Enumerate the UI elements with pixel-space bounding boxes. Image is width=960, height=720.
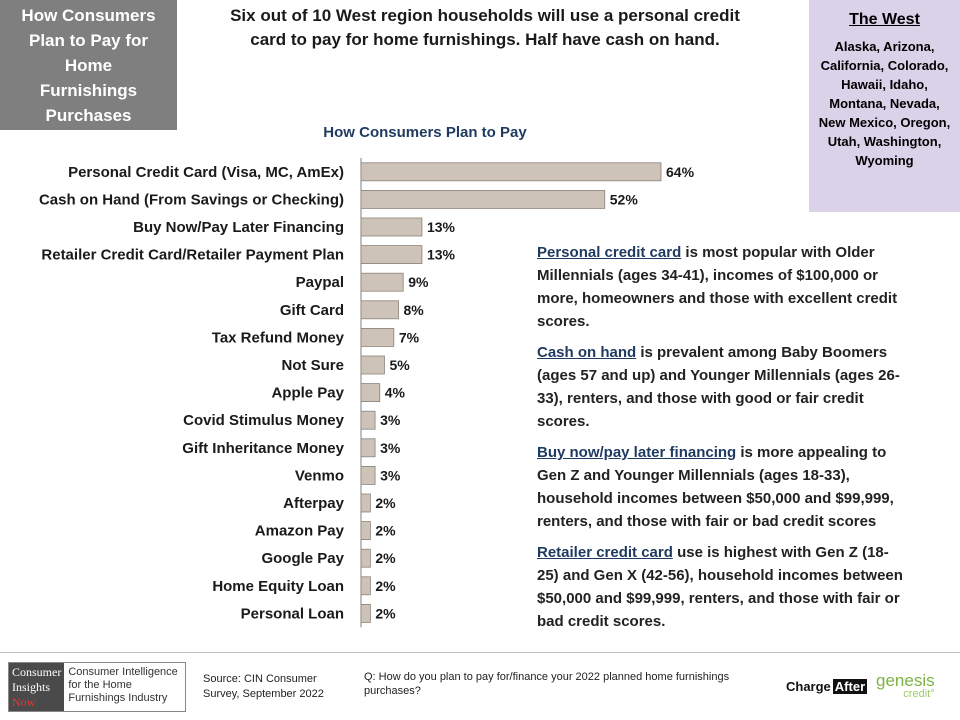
category-label: Afterpay [283, 495, 345, 512]
category-label: Covid Stimulus Money [183, 412, 345, 429]
data-label: 2% [375, 605, 396, 621]
bar [360, 272, 404, 292]
region-states: Alaska, Arizona, California, Colorado, H… [818, 39, 951, 168]
section-title-line: Purchases [45, 106, 132, 125]
bar [360, 217, 423, 237]
category-label: Cash on Hand (From Savings or Checking) [39, 191, 344, 208]
category-label: Venmo [295, 467, 344, 484]
insight-notes: Personal credit card is most popular wit… [537, 241, 909, 641]
note-key: Personal credit card [537, 244, 682, 261]
category-label: Gift Inheritance Money [182, 440, 344, 457]
bar [360, 521, 371, 541]
category-label: Google Pay [261, 550, 344, 567]
bar [360, 410, 376, 430]
bar [360, 603, 371, 623]
data-label: 13% [427, 247, 456, 263]
cin-logo-word: Now [12, 695, 36, 709]
note-buy-now-pay-later: Buy now/pay later financing is more appe… [537, 441, 909, 533]
bar [360, 190, 606, 209]
bar [360, 576, 371, 596]
chargeafter-logo: Charge After [786, 679, 868, 694]
note-personal-credit-card: Personal credit card is most popular wit… [537, 241, 909, 333]
data-label: 52% [610, 191, 639, 207]
category-label: Amazon Pay [255, 523, 345, 540]
data-label: 3% [380, 440, 401, 456]
data-label: 5% [389, 357, 410, 373]
note-text: is most popular with Older Millennials (… [537, 244, 898, 330]
data-label: 2% [375, 523, 396, 539]
note-key: Buy now/pay later financing [537, 444, 737, 461]
data-label: 2% [375, 578, 396, 594]
data-label: 2% [375, 495, 396, 511]
bar [360, 548, 371, 568]
bar [360, 327, 395, 347]
chargeafter-word: Charge [786, 679, 831, 694]
bar [360, 383, 381, 403]
bar [360, 300, 399, 320]
bar [360, 245, 423, 264]
data-label: 4% [385, 385, 406, 401]
category-label: Retailer Credit Card/Retailer Payment Pl… [41, 247, 344, 264]
category-label: Home Equity Loan [212, 578, 344, 595]
bar-chart: Personal Credit Card (Visa, MC, AmEx) 64%… [39, 158, 695, 628]
category-label: Gift Card [280, 302, 344, 319]
bar [360, 355, 385, 375]
category-label: Personal Credit Card (Visa, MC, AmEx) [68, 164, 344, 181]
category-label: Not Sure [281, 357, 344, 374]
cin-logo-tagline: Consumer Intelligence for the Home Furni… [68, 666, 178, 704]
category-label: Personal Loan [241, 605, 344, 622]
bar [360, 438, 376, 458]
region-box: The West Alaska, Arizona, California, Co… [809, 0, 960, 212]
genesis-sub: credit° [903, 688, 935, 700]
headline: Six out of 10 West region households wil… [230, 6, 740, 49]
category-label: Tax Refund Money [212, 329, 345, 346]
note-retailer-credit-card: Retailer credit card use is highest with… [537, 541, 909, 633]
data-label: 3% [380, 467, 401, 483]
bar [360, 493, 371, 513]
cin-logo-word: Insights [12, 680, 51, 694]
data-label: 13% [427, 219, 456, 235]
data-label: 7% [399, 329, 420, 345]
bar [360, 162, 662, 182]
category-label: Buy Now/Pay Later Financing [133, 219, 344, 236]
note-key: Retailer credit card [537, 544, 673, 561]
cin-logo: Consumer Insights Now Consumer Intellige… [8, 662, 186, 712]
chart-title: How Consumers Plan to Pay [323, 124, 527, 141]
section-title-line: Plan to Pay for [28, 31, 149, 50]
data-label: 8% [404, 302, 425, 318]
note-text: is more appealing to Gen Z and Younger M… [537, 444, 894, 530]
data-label: 9% [408, 274, 429, 290]
region-title: The West [849, 11, 920, 28]
section-title-line: Furnishings [39, 81, 138, 100]
section-title-line: Home [64, 56, 113, 75]
data-label: 64% [666, 164, 695, 180]
bar [360, 465, 376, 485]
cin-logo-mark: Consumer Insights Now [9, 663, 65, 711]
category-label: Paypal [296, 274, 344, 291]
note-cash-on-hand: Cash on hand is prevalent among Baby Boo… [537, 341, 909, 433]
cin-logo-word: Consumer [12, 665, 62, 679]
note-text: use is highest with Gen Z (18-25) and Ge… [537, 544, 903, 630]
category-label: Apple Pay [271, 385, 344, 402]
data-label: 3% [380, 412, 401, 428]
section-title-box: How Consumers Plan to Pay for Home Furni… [0, 0, 177, 130]
note-key: Cash on hand [537, 344, 637, 361]
source-note: Source: CIN Consumer Survey, September 2… [203, 673, 324, 700]
data-label: 2% [375, 550, 396, 566]
chargeafter-word: After [832, 679, 868, 694]
survey-question: Q: How do you plan to pay for/finance yo… [364, 671, 730, 697]
footer-divider [0, 652, 960, 653]
genesis-credit-logo: genesis credit° [876, 672, 935, 700]
section-title-line: How Consumers [21, 6, 156, 25]
note-text: is prevalent among Baby Boomers (ages 57… [537, 344, 900, 430]
genesis-word: genesis [876, 671, 935, 690]
